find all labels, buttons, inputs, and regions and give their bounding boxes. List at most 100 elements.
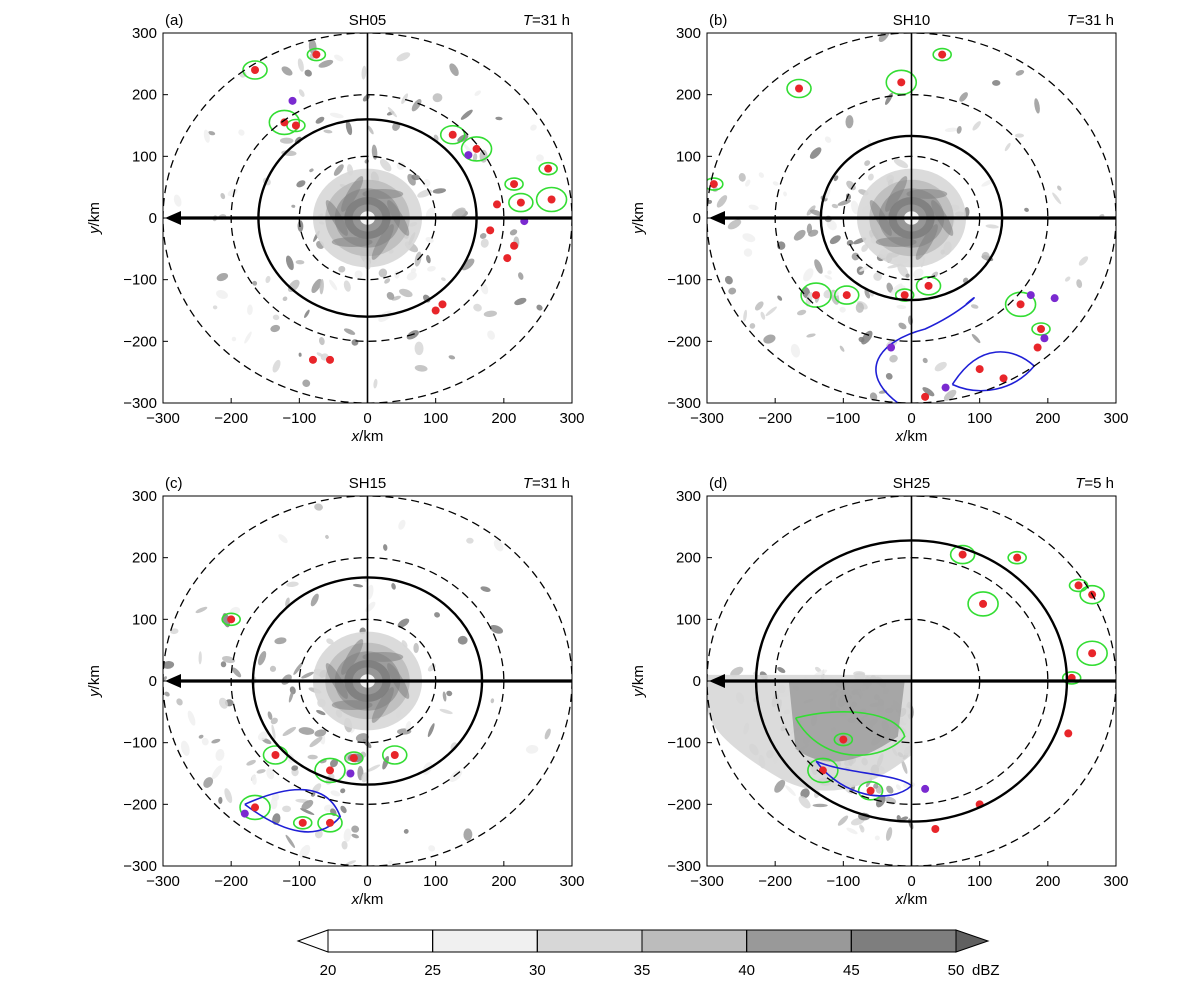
reflectivity-cell xyxy=(265,275,271,284)
red-dot xyxy=(503,254,512,263)
spiral-band xyxy=(371,687,394,723)
x-axis-label: x/km xyxy=(895,428,928,445)
reflectivity-cell xyxy=(1078,256,1089,266)
red-dot xyxy=(958,550,967,559)
reflectivity-cell xyxy=(367,125,374,135)
red-dot xyxy=(493,200,502,209)
x-tick-label: 0 xyxy=(363,873,371,890)
reflectivity-cell xyxy=(314,503,323,511)
reflectivity-cell xyxy=(316,710,326,716)
red-dot xyxy=(544,164,553,173)
reflectivity-cell xyxy=(405,721,412,731)
red-dot xyxy=(349,754,358,763)
axis-ticks: −300 −200 −100 0 100 200 300 −300 −200 −100 0 100 20… xyxy=(123,25,584,427)
reflectivity-cell xyxy=(285,255,294,271)
reflectivity-cell xyxy=(758,172,764,178)
reflectivity-cell xyxy=(457,134,469,143)
reflectivity-cell xyxy=(302,379,311,387)
x-axis-label: x/km xyxy=(351,891,384,908)
reflectivity-cell xyxy=(490,698,495,704)
reflectivity-cell xyxy=(985,224,999,229)
y-tick-label: −300 xyxy=(123,858,157,875)
panel-sh10: −300 −200 −100 0 100 200 300 −300 −200 −100 0 100 20… xyxy=(630,12,1129,445)
purple-dot xyxy=(240,809,249,818)
colorbar: dBZ 20 25 30 35 40 45 50 xyxy=(296,929,1000,979)
x-tick-label: −300 xyxy=(690,410,724,427)
reflectivity-cell xyxy=(943,389,957,401)
reflectivity-cell xyxy=(896,815,901,821)
reflectivity-cell xyxy=(749,323,756,329)
y-tick-label: 200 xyxy=(676,550,701,567)
shear-arrowhead xyxy=(709,211,725,225)
y-tick-label: −200 xyxy=(667,333,701,350)
reflectivity-cell xyxy=(860,825,865,833)
panel-sh15: −300 −200 −100 0 100 200 300 −300 −200 −100 0 100 20… xyxy=(86,475,585,908)
reflectivity-cell xyxy=(873,272,882,281)
reflectivity-cell xyxy=(905,273,910,278)
colorbar-tick-label: 25 xyxy=(424,962,441,979)
red-dot xyxy=(999,374,1008,383)
purple-dot xyxy=(941,383,950,392)
reflectivity-cell xyxy=(247,304,253,316)
reflectivity-cell xyxy=(913,268,924,279)
spiral-band xyxy=(331,237,373,247)
reflectivity-cell xyxy=(411,99,422,112)
reflectivity-cell xyxy=(754,301,764,311)
green-contour xyxy=(508,192,534,213)
reflectivity-cell xyxy=(449,63,459,77)
reflectivity-cell xyxy=(495,116,503,121)
red-dot xyxy=(938,50,947,59)
colorbar-tick-label: 30 xyxy=(529,962,546,979)
reflectivity-cell xyxy=(479,233,487,239)
reflectivity-cell xyxy=(743,309,748,322)
time-label: T=31 h xyxy=(1067,12,1114,29)
purple-dot xyxy=(1050,294,1059,303)
colorbar-tick-label: 35 xyxy=(634,962,651,979)
reflectivity-cell xyxy=(728,287,737,295)
x-tick-label: −300 xyxy=(146,410,180,427)
reflectivity-cell xyxy=(901,759,908,774)
reflectivity-cell xyxy=(298,352,302,357)
reflectivity-cell xyxy=(837,815,849,826)
green-contour xyxy=(1007,550,1027,565)
reflectivity-cell xyxy=(382,755,390,770)
reflectivity-cell xyxy=(379,159,392,172)
reflectivity-cell xyxy=(803,268,814,282)
plot-area xyxy=(163,33,572,403)
reflectivity-cell xyxy=(727,219,742,230)
reflectivity-cell xyxy=(406,271,417,281)
reflectivity-cell xyxy=(783,191,787,197)
spiral-band xyxy=(885,176,908,212)
green-contour xyxy=(306,47,327,62)
y-tick-label: −300 xyxy=(667,858,701,875)
panel-title: SH05 xyxy=(349,12,387,29)
y-axis-label: y/km xyxy=(630,202,647,235)
reflectivity-cell xyxy=(309,736,323,748)
x-tick-label: 100 xyxy=(967,410,992,427)
reflectivity-cell xyxy=(885,827,893,841)
reflectivity-cell xyxy=(426,254,431,264)
x-tick-label: −300 xyxy=(690,873,724,890)
reflectivity-cell xyxy=(944,127,958,133)
reflectivity-cell xyxy=(1064,276,1071,282)
colorbar-unit-label: dBZ xyxy=(972,962,1000,979)
x-tick-label: −200 xyxy=(214,410,248,427)
reflectivity-cell xyxy=(256,769,266,774)
reflectivity-cell xyxy=(345,120,353,136)
x-tick-label: 0 xyxy=(907,873,915,890)
plot-area xyxy=(707,496,1116,866)
reflectivity-cell xyxy=(874,835,880,841)
y-tick-label: 200 xyxy=(676,87,701,104)
green-contour xyxy=(221,612,241,627)
reflectivity-cell xyxy=(281,66,293,76)
reflectivity-cell xyxy=(311,278,322,294)
y-tick-label: 100 xyxy=(132,611,157,628)
red-dot xyxy=(312,50,321,59)
reflectivity-cell xyxy=(525,744,539,754)
red-dot xyxy=(486,226,495,235)
reflectivity-cell xyxy=(846,239,854,246)
spiral-band xyxy=(371,224,394,260)
reflectivity-cell xyxy=(432,188,447,194)
reflectivity-cell xyxy=(1052,192,1062,205)
reflectivity-cell xyxy=(270,717,278,725)
